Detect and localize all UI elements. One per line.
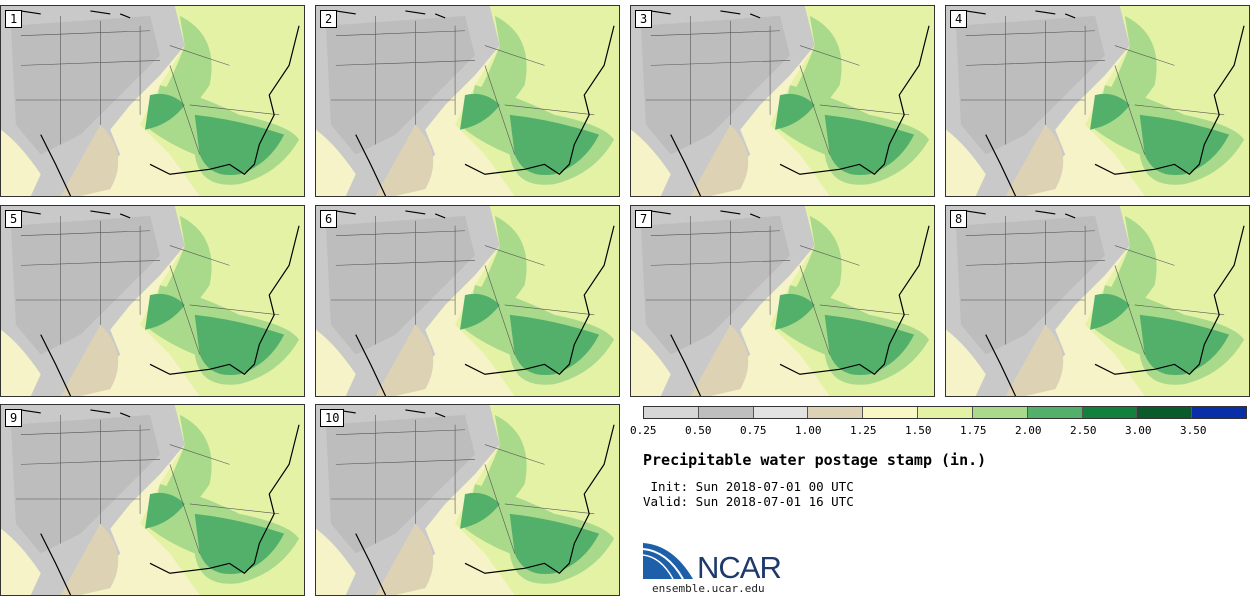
precipitable-water-map [316,206,619,396]
legend-swatch [752,407,808,418]
legend-swatch [862,407,918,418]
legend-tick-label: 0.25 [630,424,657,437]
precipitable-water-map [1,405,304,595]
chart-title: Precipitable water postage stamp (in.) [643,451,987,469]
precipitable-water-map [1,6,304,196]
legend-swatch [697,407,753,418]
panel-number: 4 [950,10,968,28]
legend-tick-label: 3.50 [1180,424,1207,437]
map-panel: 9 [0,404,305,596]
ncar-logo-icon [643,543,693,580]
legend-tick-label: 0.50 [685,424,712,437]
panel-number: 6 [320,210,338,228]
legend-swatch [917,407,972,418]
map-panel: 2 [315,5,620,197]
map-panel: 1 [0,5,305,197]
legend-tick-label: 2.00 [1015,424,1042,437]
precipitable-water-map [946,206,1249,396]
legend-swatch [1026,407,1082,418]
legend-tick-label: 0.75 [740,424,767,437]
precipitable-water-map [1,206,304,396]
panel-number: 5 [5,210,23,228]
panel-number: 2 [320,10,338,28]
legend-swatch [807,407,863,418]
panel-number: 7 [635,210,653,228]
legend-swatch [971,407,1027,418]
panel-number: 1 [5,10,23,28]
map-panel: 4 [945,5,1250,197]
logo-text: NCAR [697,550,782,585]
map-panel: 10 [315,404,620,596]
precipitable-water-map [316,6,619,196]
panel-number: 3 [635,10,653,28]
panel-number: 10 [320,409,345,427]
map-panel: 7 [630,205,935,397]
precipitable-water-map [631,6,934,196]
legend-tick-label: 2.50 [1070,424,1097,437]
panel-number: 8 [950,210,968,228]
legend-tick-label: 1.50 [905,424,932,437]
valid-time: Valid: Sun 2018-07-01 16 UTC [643,494,854,509]
map-panel: 3 [630,5,935,197]
site-url: ensemble.ucar.edu [652,582,765,595]
legend-swatch [1136,407,1192,418]
precipitable-water-map [631,206,934,396]
legend-swatch [644,407,698,418]
map-panel: 5 [0,205,305,397]
legend-tick-label: 1.25 [850,424,877,437]
legend-swatch [1191,407,1246,418]
color-scale-bar [643,406,1247,419]
legend-swatch [1081,407,1137,418]
precipitable-water-map [946,6,1249,196]
legend-tick-label: 1.00 [795,424,822,437]
map-panel: 8 [945,205,1250,397]
panel-number: 9 [5,409,23,427]
map-panel: 6 [315,205,620,397]
color-scale-ticks: 0.25 0.50 0.75 1.00 1.25 1.50 1.75 2.00 2.50 3.00… [630,424,1250,438]
legend-tick-label: 3.00 [1125,424,1152,437]
legend-tick-label: 1.75 [960,424,987,437]
init-time: Init: Sun 2018-07-01 00 UTC [643,479,854,494]
precipitable-water-map [316,405,619,595]
